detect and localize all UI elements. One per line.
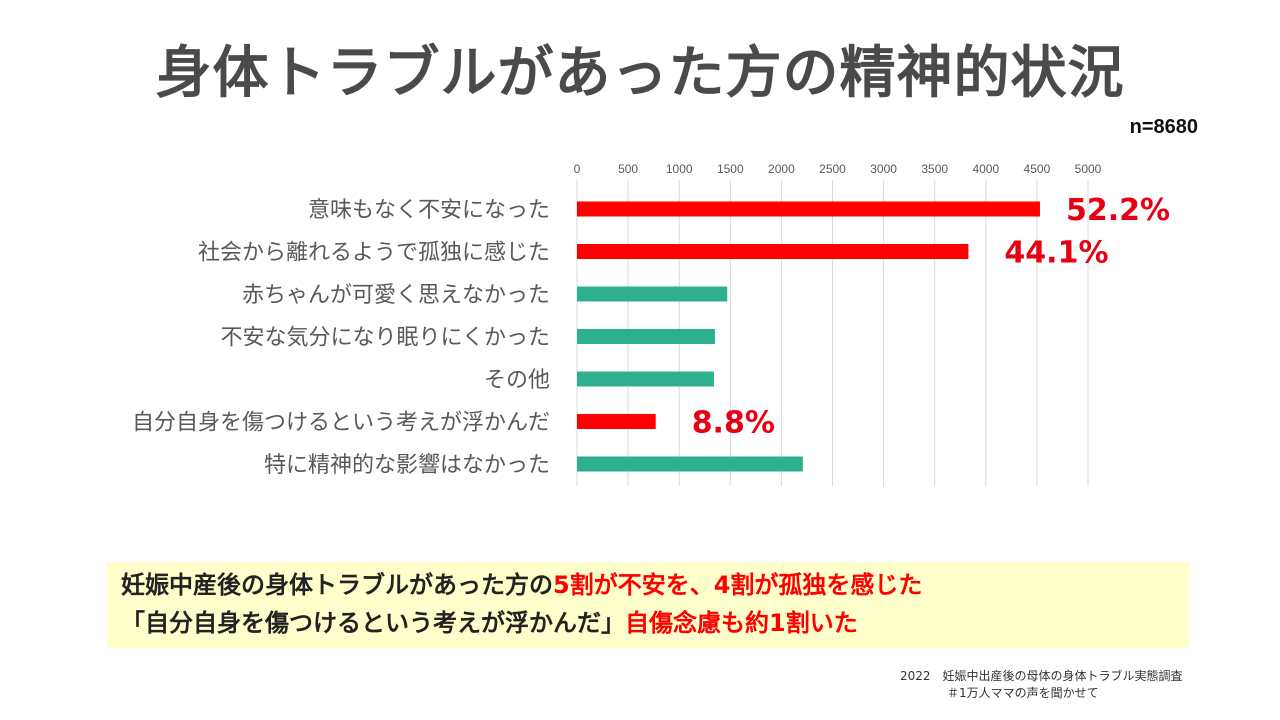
bar: [577, 286, 728, 302]
sample-size-label: n=8680: [1129, 116, 1198, 138]
x-tick-label: 500: [618, 162, 638, 176]
bar: [577, 414, 656, 429]
data-label: 44.1%: [1004, 236, 1108, 271]
summary-box: 妊娠中産後の身体トラブルがあった方の5割が不安を、4割が孤独を感じた 「自分自身…: [107, 562, 1189, 648]
category-label: 自分自身を傷つけるという考えが浮かんだ: [132, 411, 550, 436]
x-tick-label: 1000: [666, 162, 693, 176]
page-title: 身体トラブルがあった方の精神的状況: [155, 41, 1125, 106]
bar: [577, 456, 803, 472]
data-label: 52.2%: [1066, 193, 1170, 228]
x-tick-label: 1500: [717, 162, 744, 176]
summary-line-2: 「自分自身を傷つけるという考えが浮かんだ」自傷念慮も約1割いた: [121, 604, 1175, 642]
bar: [577, 201, 1040, 217]
x-tick-label: 2000: [768, 162, 795, 176]
x-tick-label: 4000: [972, 162, 999, 176]
category-label: 意味もなく不安になった: [308, 198, 550, 223]
source-note: 2022 妊娠中出産後の母体の身体トラブル実態調査 ＃1万人ママの声を聞かせて: [900, 668, 1183, 702]
x-tick-label: 3500: [921, 162, 948, 176]
category-label: 不安な気分になり眠りにくかった: [220, 326, 550, 351]
x-tick-label: 0: [574, 162, 581, 176]
source-line-2: ＃1万人ママの声を聞かせて: [947, 686, 1099, 700]
x-tick-label: 5000: [1075, 162, 1102, 176]
category-label: 赤ちゃんが可愛く思えなかった: [242, 283, 550, 308]
x-tick-label: 2500: [819, 162, 846, 176]
x-tick-label: 4500: [1024, 162, 1051, 176]
bar: [577, 371, 714, 387]
category-label: 特に精神的な影響はなかった: [264, 453, 550, 478]
summary-line-1-text: 妊娠中産後の身体トラブルがあった方の: [121, 571, 553, 599]
summary-line-2-text: 「自分自身を傷つけるという考えが浮かんだ」: [121, 609, 625, 637]
x-tick-label: 3000: [870, 162, 897, 176]
bar: [577, 244, 969, 259]
data-label: 8.8%: [692, 406, 775, 441]
summary-line-1: 妊娠中産後の身体トラブルがあった方の5割が不安を、4割が孤独を感じた: [121, 566, 1175, 604]
category-label: その他: [484, 368, 550, 393]
category-label: 社会から離れるようで孤独に感じた: [198, 241, 550, 266]
bar: [577, 329, 715, 344]
summary-line-2-highlight: 自傷念慮も約1割いた: [625, 609, 858, 637]
source-line-1: 2022 妊娠中出産後の母体の身体トラブル実態調査: [900, 669, 1183, 683]
summary-line-1-highlight: 5割が不安を、4割が孤独を感じた: [553, 571, 923, 599]
